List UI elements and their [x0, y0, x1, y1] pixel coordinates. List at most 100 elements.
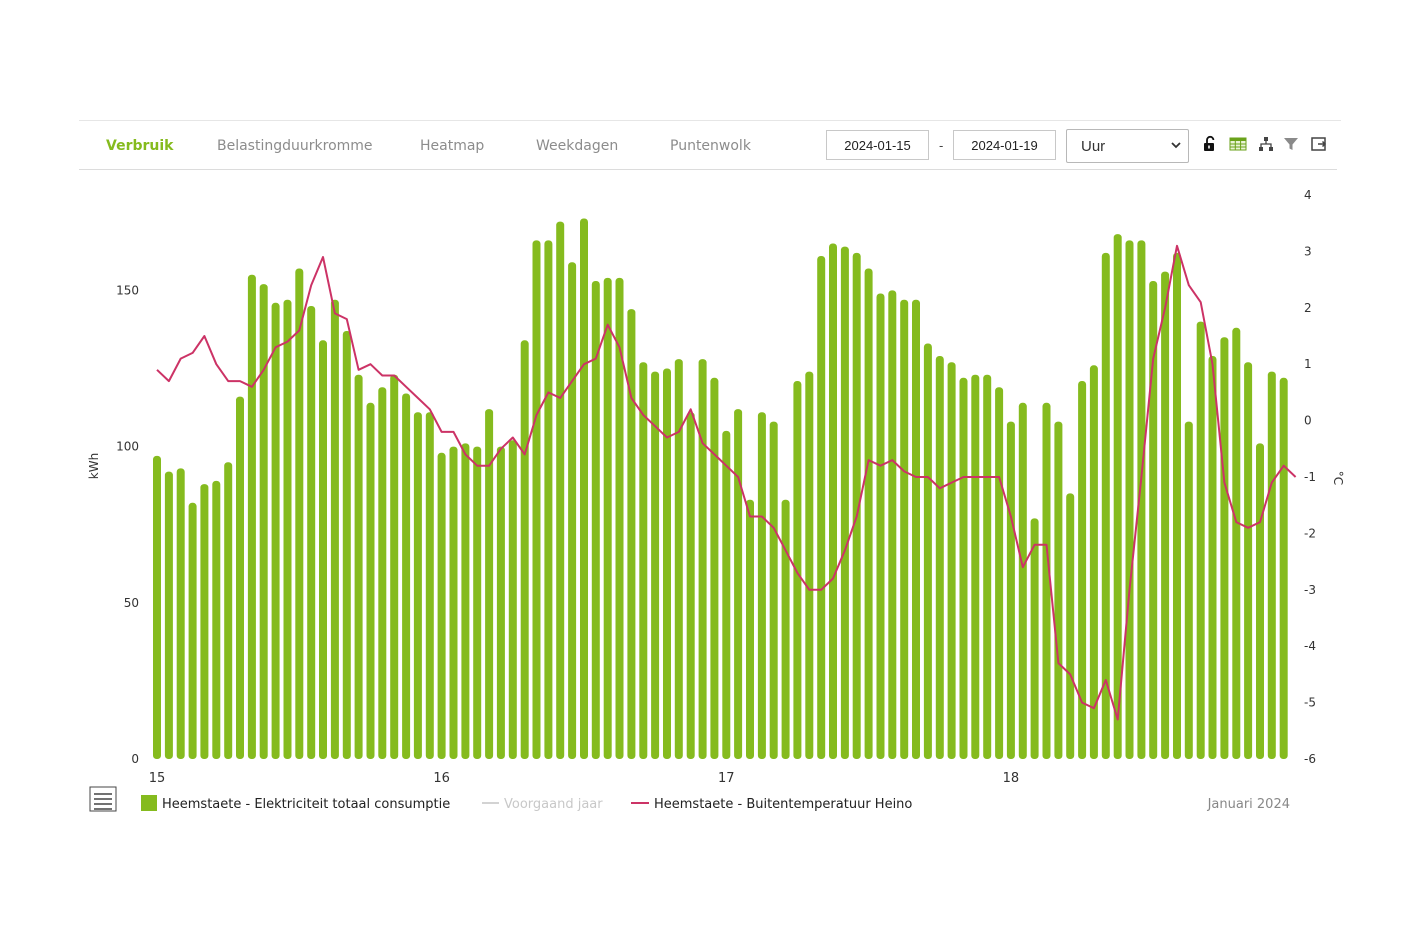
bar[interactable] [568, 262, 577, 759]
bar[interactable] [1089, 365, 1098, 759]
bar[interactable] [757, 412, 766, 759]
bar[interactable] [734, 409, 743, 759]
bar[interactable] [437, 452, 446, 759]
bar[interactable] [164, 471, 173, 759]
interval-select[interactable]: Uur [1066, 129, 1189, 163]
bar[interactable] [402, 393, 411, 760]
bar[interactable] [840, 246, 849, 760]
bar[interactable] [496, 446, 505, 759]
bar[interactable] [983, 374, 992, 759]
bar[interactable] [698, 359, 707, 759]
bar[interactable] [591, 281, 600, 759]
bar[interactable] [271, 302, 280, 759]
bar[interactable] [212, 480, 221, 759]
bar[interactable] [674, 359, 683, 759]
temperature-line[interactable] [156, 244, 1297, 721]
bar[interactable] [995, 387, 1004, 759]
legend-item-temperature[interactable]: Heemstaete - Buitentemperatuur Heino [631, 797, 912, 812]
bar[interactable] [603, 277, 612, 759]
bar[interactable] [1244, 362, 1253, 759]
tab-heatmap[interactable]: Heatmap [420, 138, 485, 154]
bar[interactable] [912, 299, 920, 759]
bar[interactable] [330, 299, 339, 759]
bar[interactable] [200, 484, 209, 759]
bar[interactable] [1267, 371, 1276, 759]
bar[interactable] [354, 374, 363, 759]
bar[interactable] [769, 421, 778, 759]
filter-icon[interactable] [1282, 135, 1300, 153]
bar[interactable] [224, 462, 233, 759]
bar[interactable] [1101, 252, 1110, 759]
bar[interactable] [425, 412, 434, 759]
bar[interactable] [627, 309, 636, 759]
bar[interactable] [520, 340, 529, 759]
bar[interactable] [366, 402, 375, 759]
bar[interactable] [923, 343, 932, 760]
bar[interactable] [153, 455, 161, 759]
bar[interactable] [319, 340, 327, 759]
bar[interactable] [283, 299, 292, 759]
bar[interactable] [1184, 421, 1193, 759]
bar[interactable] [686, 412, 695, 759]
bar[interactable] [485, 409, 494, 759]
bar[interactable] [781, 499, 790, 759]
bar[interactable] [176, 468, 185, 759]
bar[interactable] [1030, 518, 1039, 759]
bar[interactable] [580, 218, 588, 760]
bar[interactable] [413, 412, 422, 759]
bar[interactable] [307, 306, 316, 759]
bar[interactable] [342, 331, 351, 759]
export-icon[interactable] [1310, 135, 1328, 153]
bar[interactable] [722, 430, 731, 759]
table-icon[interactable] [1229, 135, 1247, 153]
bar[interactable] [817, 256, 826, 759]
bar[interactable] [1078, 381, 1087, 759]
bar[interactable] [544, 240, 553, 759]
bar[interactable] [378, 387, 387, 759]
bar[interactable] [615, 277, 624, 759]
bar[interactable] [888, 290, 897, 759]
bar[interactable] [1113, 234, 1122, 760]
bar[interactable] [829, 243, 837, 760]
tab-puntenwolk[interactable]: Puntenwolk [670, 138, 751, 154]
bar[interactable] [935, 356, 944, 759]
bar[interactable] [1018, 402, 1027, 759]
bar[interactable] [1161, 271, 1170, 759]
bar[interactable] [188, 502, 197, 759]
bar[interactable] [864, 268, 873, 760]
bar[interactable] [556, 221, 565, 760]
bar[interactable] [746, 499, 754, 759]
bar[interactable] [1173, 252, 1181, 759]
bar[interactable] [959, 377, 968, 759]
tab-belastingduurkromme[interactable]: Belastingduurkromme [217, 138, 373, 154]
legend-item-previous-year[interactable]: Voorgaand jaar [482, 797, 603, 812]
bar[interactable] [651, 371, 660, 759]
bar[interactable] [793, 381, 802, 759]
bar[interactable] [1232, 327, 1241, 759]
bar[interactable] [1279, 377, 1288, 759]
bar[interactable] [1066, 493, 1075, 759]
bar[interactable] [1054, 421, 1063, 759]
bar[interactable] [1256, 443, 1264, 759]
bar[interactable] [508, 440, 517, 759]
hierarchy-icon[interactable] [1257, 135, 1275, 153]
bar[interactable] [295, 268, 304, 760]
bar[interactable] [900, 299, 909, 759]
bar[interactable] [1042, 402, 1051, 759]
bar[interactable] [259, 284, 268, 759]
bar[interactable] [1006, 421, 1015, 759]
bar[interactable] [1208, 356, 1217, 759]
bar[interactable] [1125, 240, 1134, 759]
hamburger-menu-icon[interactable] [89, 786, 117, 812]
bar[interactable] [639, 362, 648, 759]
bar[interactable] [390, 374, 399, 759]
bar[interactable] [1220, 337, 1229, 759]
bar[interactable] [1137, 240, 1146, 759]
bar[interactable] [247, 274, 256, 759]
bar[interactable] [473, 446, 482, 759]
legend-item-consumption[interactable]: Heemstaete - Elektriciteit totaal consum… [141, 795, 450, 812]
bar[interactable] [971, 374, 980, 759]
bar[interactable] [461, 443, 470, 759]
bar[interactable] [1149, 281, 1158, 759]
tab-weekdagen[interactable]: Weekdagen [536, 138, 619, 154]
